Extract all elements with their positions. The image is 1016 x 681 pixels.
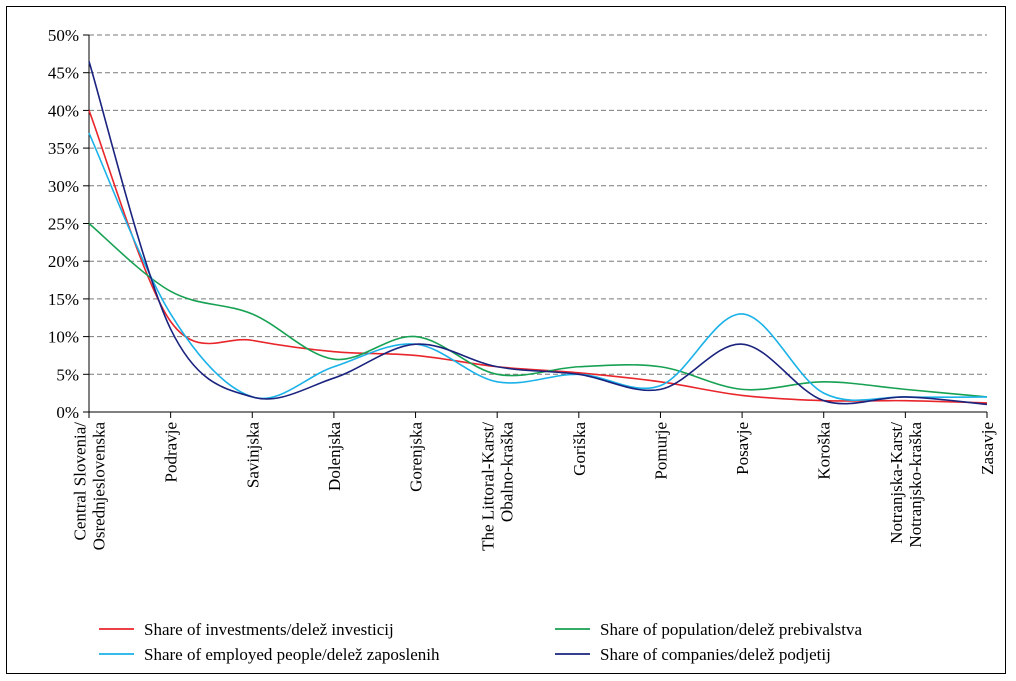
- y-tick-label: 10%: [48, 328, 79, 347]
- x-tick-label-line: Goriška: [570, 422, 589, 476]
- x-tick-label-line: Podravje: [162, 422, 181, 482]
- series-line-3: [88, 132, 988, 402]
- x-tick-label-line: The Littoral-Karst/: [479, 422, 498, 551]
- x-tick-label-line: Central Slovenia/: [71, 422, 90, 541]
- y-tick-label: 25%: [48, 215, 79, 234]
- axes: [83, 34, 988, 418]
- y-tick-label: 5%: [56, 365, 79, 384]
- x-tick-labels: Central Slovenia/Osrednjeslovenska Podrav…: [71, 422, 998, 551]
- x-tick-label: Savinjska: [243, 422, 262, 489]
- legend-item: Share of employed people/delež zaposleni…: [99, 645, 440, 664]
- series-line-2: [88, 222, 988, 398]
- x-tick-label-line: Koroška: [815, 422, 834, 480]
- x-tick-label-line: Savinjska: [243, 422, 262, 489]
- chart-frame: 0% 5% 10% 15% 20% 25% 30% 35% 40% 45% 50% Central …: [6, 6, 1006, 674]
- legend-label: Share of companies/delež podjetij: [600, 645, 831, 664]
- x-tick-label-line: Notranjska-Karst/: [887, 422, 906, 544]
- gridlines: [89, 34, 987, 375]
- x-tick-label-line: Osrednjeslovenska: [90, 422, 109, 551]
- x-tick-label-line: Posavje: [733, 422, 752, 475]
- x-tick-label: Goriška: [570, 422, 589, 476]
- y-tick-label: 15%: [48, 290, 79, 309]
- legend-item: Share of companies/delež podjetij: [555, 645, 831, 664]
- legend-label: Share of investments/delež investicij: [144, 620, 394, 639]
- x-tick-label: Koroška: [815, 422, 834, 480]
- x-tick-label: Notranjska-Karst/Notranjsko-kraška: [887, 422, 925, 548]
- x-tick-label-line: Pomurje: [651, 422, 670, 480]
- line-chart: 0% 5% 10% 15% 20% 25% 30% 35% 40% 45% 50% Central …: [48, 26, 998, 664]
- y-tick-label: 20%: [48, 252, 79, 271]
- legend: Share of investments/delež investicij Sha…: [99, 620, 862, 664]
- y-tick-label: 45%: [48, 64, 79, 83]
- y-tick-label: 35%: [48, 139, 79, 158]
- legend-item: Share of population/delež prebivalstva: [555, 620, 862, 639]
- x-tick-label: Podravje: [162, 422, 181, 482]
- series-line-4: [88, 61, 988, 406]
- x-tick-label-line: Gorenjska: [407, 422, 426, 492]
- x-tick-label: Gorenjska: [407, 422, 426, 492]
- legend-label: Share of employed people/delež zaposleni…: [144, 645, 440, 664]
- y-tick-label: 30%: [48, 177, 79, 196]
- x-tick-label-line: Notranjsko-kraška: [906, 422, 925, 548]
- legend-label: Share of population/delež prebivalstva: [600, 620, 862, 639]
- legend-item: Share of investments/delež investicij: [99, 620, 394, 639]
- x-tick-label-line: Obalno-kraška: [498, 422, 517, 523]
- y-tick-labels: 0% 5% 10% 15% 20% 25% 30% 35% 40% 45% 50%: [48, 26, 79, 422]
- x-tick-label: Dolenjska: [325, 422, 344, 491]
- x-tick-label-line: Zasavje: [978, 422, 997, 475]
- x-tick-label: The Littoral-Karst/Obalno-kraška: [479, 422, 517, 551]
- y-tick-label: 0%: [56, 403, 79, 422]
- x-tick-label: Posavje: [733, 422, 752, 475]
- x-tick-label-line: Dolenjska: [325, 422, 344, 491]
- series-lines: [88, 61, 988, 406]
- series-line-1: [88, 110, 988, 404]
- y-tick-label: 40%: [48, 101, 79, 120]
- y-tick-label: 50%: [48, 26, 79, 45]
- x-tick-label: Pomurje: [651, 422, 670, 480]
- x-tick-label: Zasavje: [978, 422, 997, 475]
- x-tick-label: Central Slovenia/Osrednjeslovenska: [71, 422, 109, 551]
